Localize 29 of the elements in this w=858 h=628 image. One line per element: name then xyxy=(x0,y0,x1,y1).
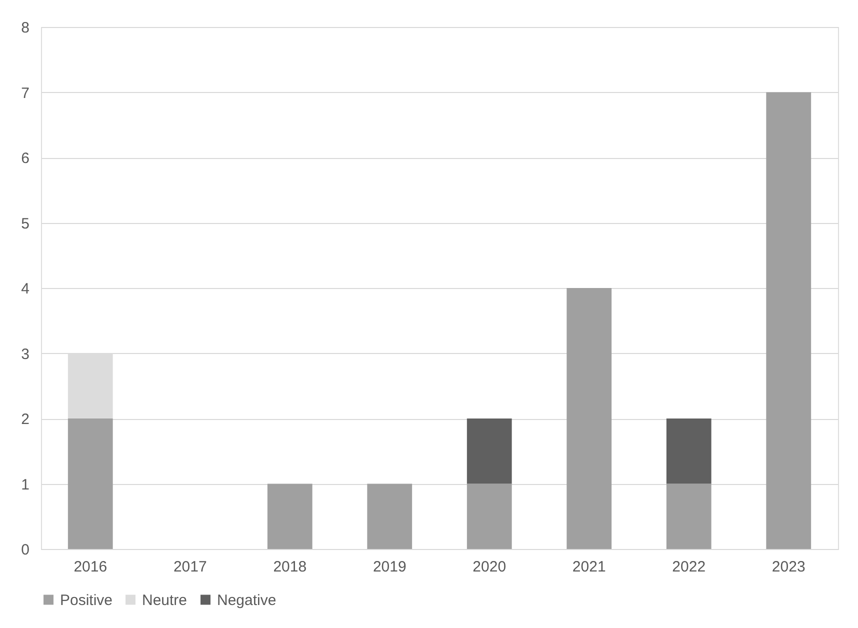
bar xyxy=(666,484,712,549)
y-tick-label: 3 xyxy=(21,346,30,363)
y-tick-label: 2 xyxy=(21,411,30,428)
x-tick-label: 2019 xyxy=(372,558,406,576)
y-tick-label: 5 xyxy=(21,215,30,232)
bar xyxy=(367,484,412,549)
bar xyxy=(766,92,812,549)
bar xyxy=(466,484,512,549)
y-tick-label: 6 xyxy=(21,150,30,167)
y-tick-label: 0 xyxy=(21,542,30,558)
legend-label: Positive xyxy=(60,592,113,609)
x-tick-label: 2017 xyxy=(173,558,207,576)
bar xyxy=(68,418,113,549)
x-tick-label: 2023 xyxy=(772,558,806,576)
y-tick-label: 7 xyxy=(21,84,30,102)
x-tick-label: 2020 xyxy=(472,558,506,576)
y-tick-label: 4 xyxy=(21,280,30,298)
x-tick-label: 2016 xyxy=(74,558,108,576)
bar xyxy=(267,484,312,549)
x-tick-label: 2021 xyxy=(572,558,606,576)
bar xyxy=(566,288,612,549)
legend-label: Negative xyxy=(217,592,276,609)
y-tick-label: 1 xyxy=(21,476,30,494)
bar xyxy=(466,418,512,484)
legend-label: Neutre xyxy=(142,592,188,609)
x-tick-label: 2018 xyxy=(273,558,307,576)
bar xyxy=(666,418,712,484)
y-tick-label: 8 xyxy=(21,20,30,36)
x-tick-label: 2022 xyxy=(672,558,706,576)
